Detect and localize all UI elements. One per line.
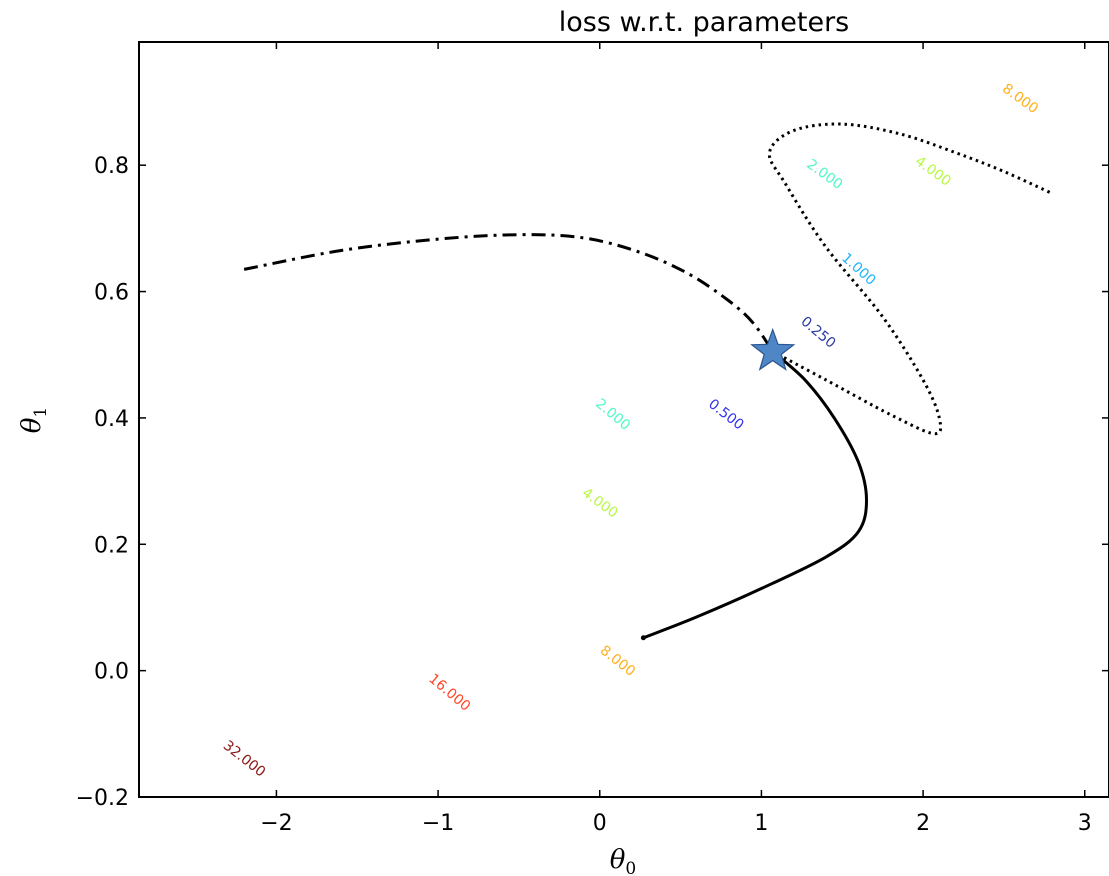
y-axis-label: θ1 [17, 407, 51, 433]
contour-label-gap [593, 639, 642, 684]
y-tick-label: 0.8 [94, 154, 129, 179]
y-tick-label: 0.2 [94, 533, 129, 558]
y-axis-ticks: −0.2 0.0 0.2 0.4 0.6 0.8 [76, 154, 1109, 811]
x-tick-label: −2 [260, 811, 292, 836]
y-tick-label: 0.4 [94, 407, 129, 432]
contour-label-gap [219, 737, 269, 781]
optimization-paths [243, 122, 1054, 641]
contour-label-gap [588, 392, 637, 438]
dashdot-path [243, 233, 774, 353]
x-tick-label: 2 [916, 811, 930, 836]
x-tick-label: −1 [422, 811, 454, 836]
path-start-point [640, 635, 646, 641]
contour-label-gap [575, 481, 625, 525]
contour-label-gap [908, 150, 958, 193]
contour-label-gap [799, 153, 850, 197]
contour-label-gap [425, 670, 474, 716]
dotted-path [767, 122, 1054, 436]
y-tick-label: −0.2 [76, 786, 129, 811]
x-axis-ticks: −2 −1 0 1 2 3 [260, 42, 1092, 836]
contour-label-gap [995, 77, 1045, 121]
x-tick-label: 1 [754, 811, 768, 836]
contour-label-gap [834, 246, 883, 293]
x-axis-label: θ0 [610, 845, 636, 876]
contour-label-gap [701, 392, 751, 437]
contour-label-gap [793, 310, 843, 355]
solid-path [641, 350, 869, 640]
chart-title: loss w.r.t. parameters [559, 7, 850, 38]
x-tick-label: 0 [593, 811, 607, 836]
x-tick-label: 3 [1078, 811, 1092, 836]
y-tick-label: 0.6 [94, 281, 129, 306]
star-marker [750, 327, 796, 371]
y-tick-label: 0.0 [94, 660, 129, 685]
optimum-marker [750, 327, 796, 371]
plot-frame [138, 41, 1109, 798]
